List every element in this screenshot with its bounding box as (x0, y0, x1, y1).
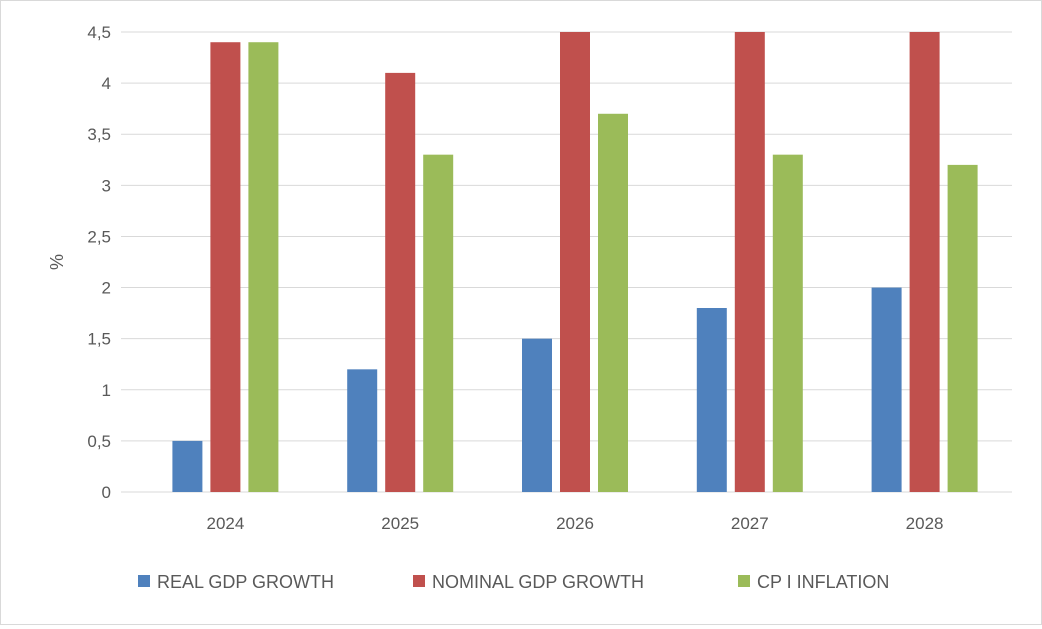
bar-real-gdp-growth-2024 (172, 440, 203, 492)
bar-nominal-gdp-growth-2024 (210, 42, 241, 492)
bar-nominal-gdp-growth-2025 (385, 72, 416, 492)
y-axis-label: % (47, 254, 67, 270)
y-tick-label: 2 (102, 279, 111, 298)
x-tick-label: 2028 (906, 514, 944, 533)
y-tick-label: 4,5 (87, 23, 111, 42)
legend-label: NOMINAL GDP GROWTH (432, 572, 644, 592)
bar-real-gdp-growth-2026 (522, 338, 552, 492)
x-tick-label: 2026 (556, 514, 594, 533)
y-tick-label: 0,5 (87, 432, 111, 451)
y-tick-label: 1,5 (87, 330, 111, 349)
legend-swatch (138, 575, 150, 587)
bar-real-gdp-growth-2028 (871, 287, 902, 492)
bar-cp-i-inflation-2025 (423, 154, 454, 492)
x-tick-label: 2027 (731, 514, 769, 533)
legend-label: CP I INFLATION (757, 572, 889, 592)
y-tick-label: 2,5 (87, 227, 111, 246)
bar-real-gdp-growth-2027 (696, 308, 727, 492)
x-tick-label: 2024 (206, 514, 244, 533)
y-tick-label: 0 (102, 483, 111, 502)
y-tick-label: 3 (102, 176, 111, 195)
bar-cp-i-inflation-2028 (947, 164, 978, 492)
bar-cp-i-inflation-2026 (598, 113, 628, 493)
legend-label: REAL GDP GROWTH (157, 572, 334, 592)
bar-nominal-gdp-growth-2028 (909, 32, 940, 492)
bar-cp-i-inflation-2027 (772, 154, 803, 492)
bar-real-gdp-growth-2025 (347, 369, 378, 492)
bar-nominal-gdp-growth-2027 (734, 32, 765, 492)
y-tick-label: 4 (102, 74, 111, 93)
legend-swatch (413, 575, 425, 587)
x-tick-label: 2025 (381, 514, 419, 533)
bar-cp-i-inflation-2024 (248, 42, 279, 492)
legend-swatch (738, 575, 750, 587)
y-tick-label: 3,5 (87, 125, 111, 144)
bar-nominal-gdp-growth-2026 (560, 32, 590, 492)
y-tick-label: 1 (102, 381, 111, 400)
